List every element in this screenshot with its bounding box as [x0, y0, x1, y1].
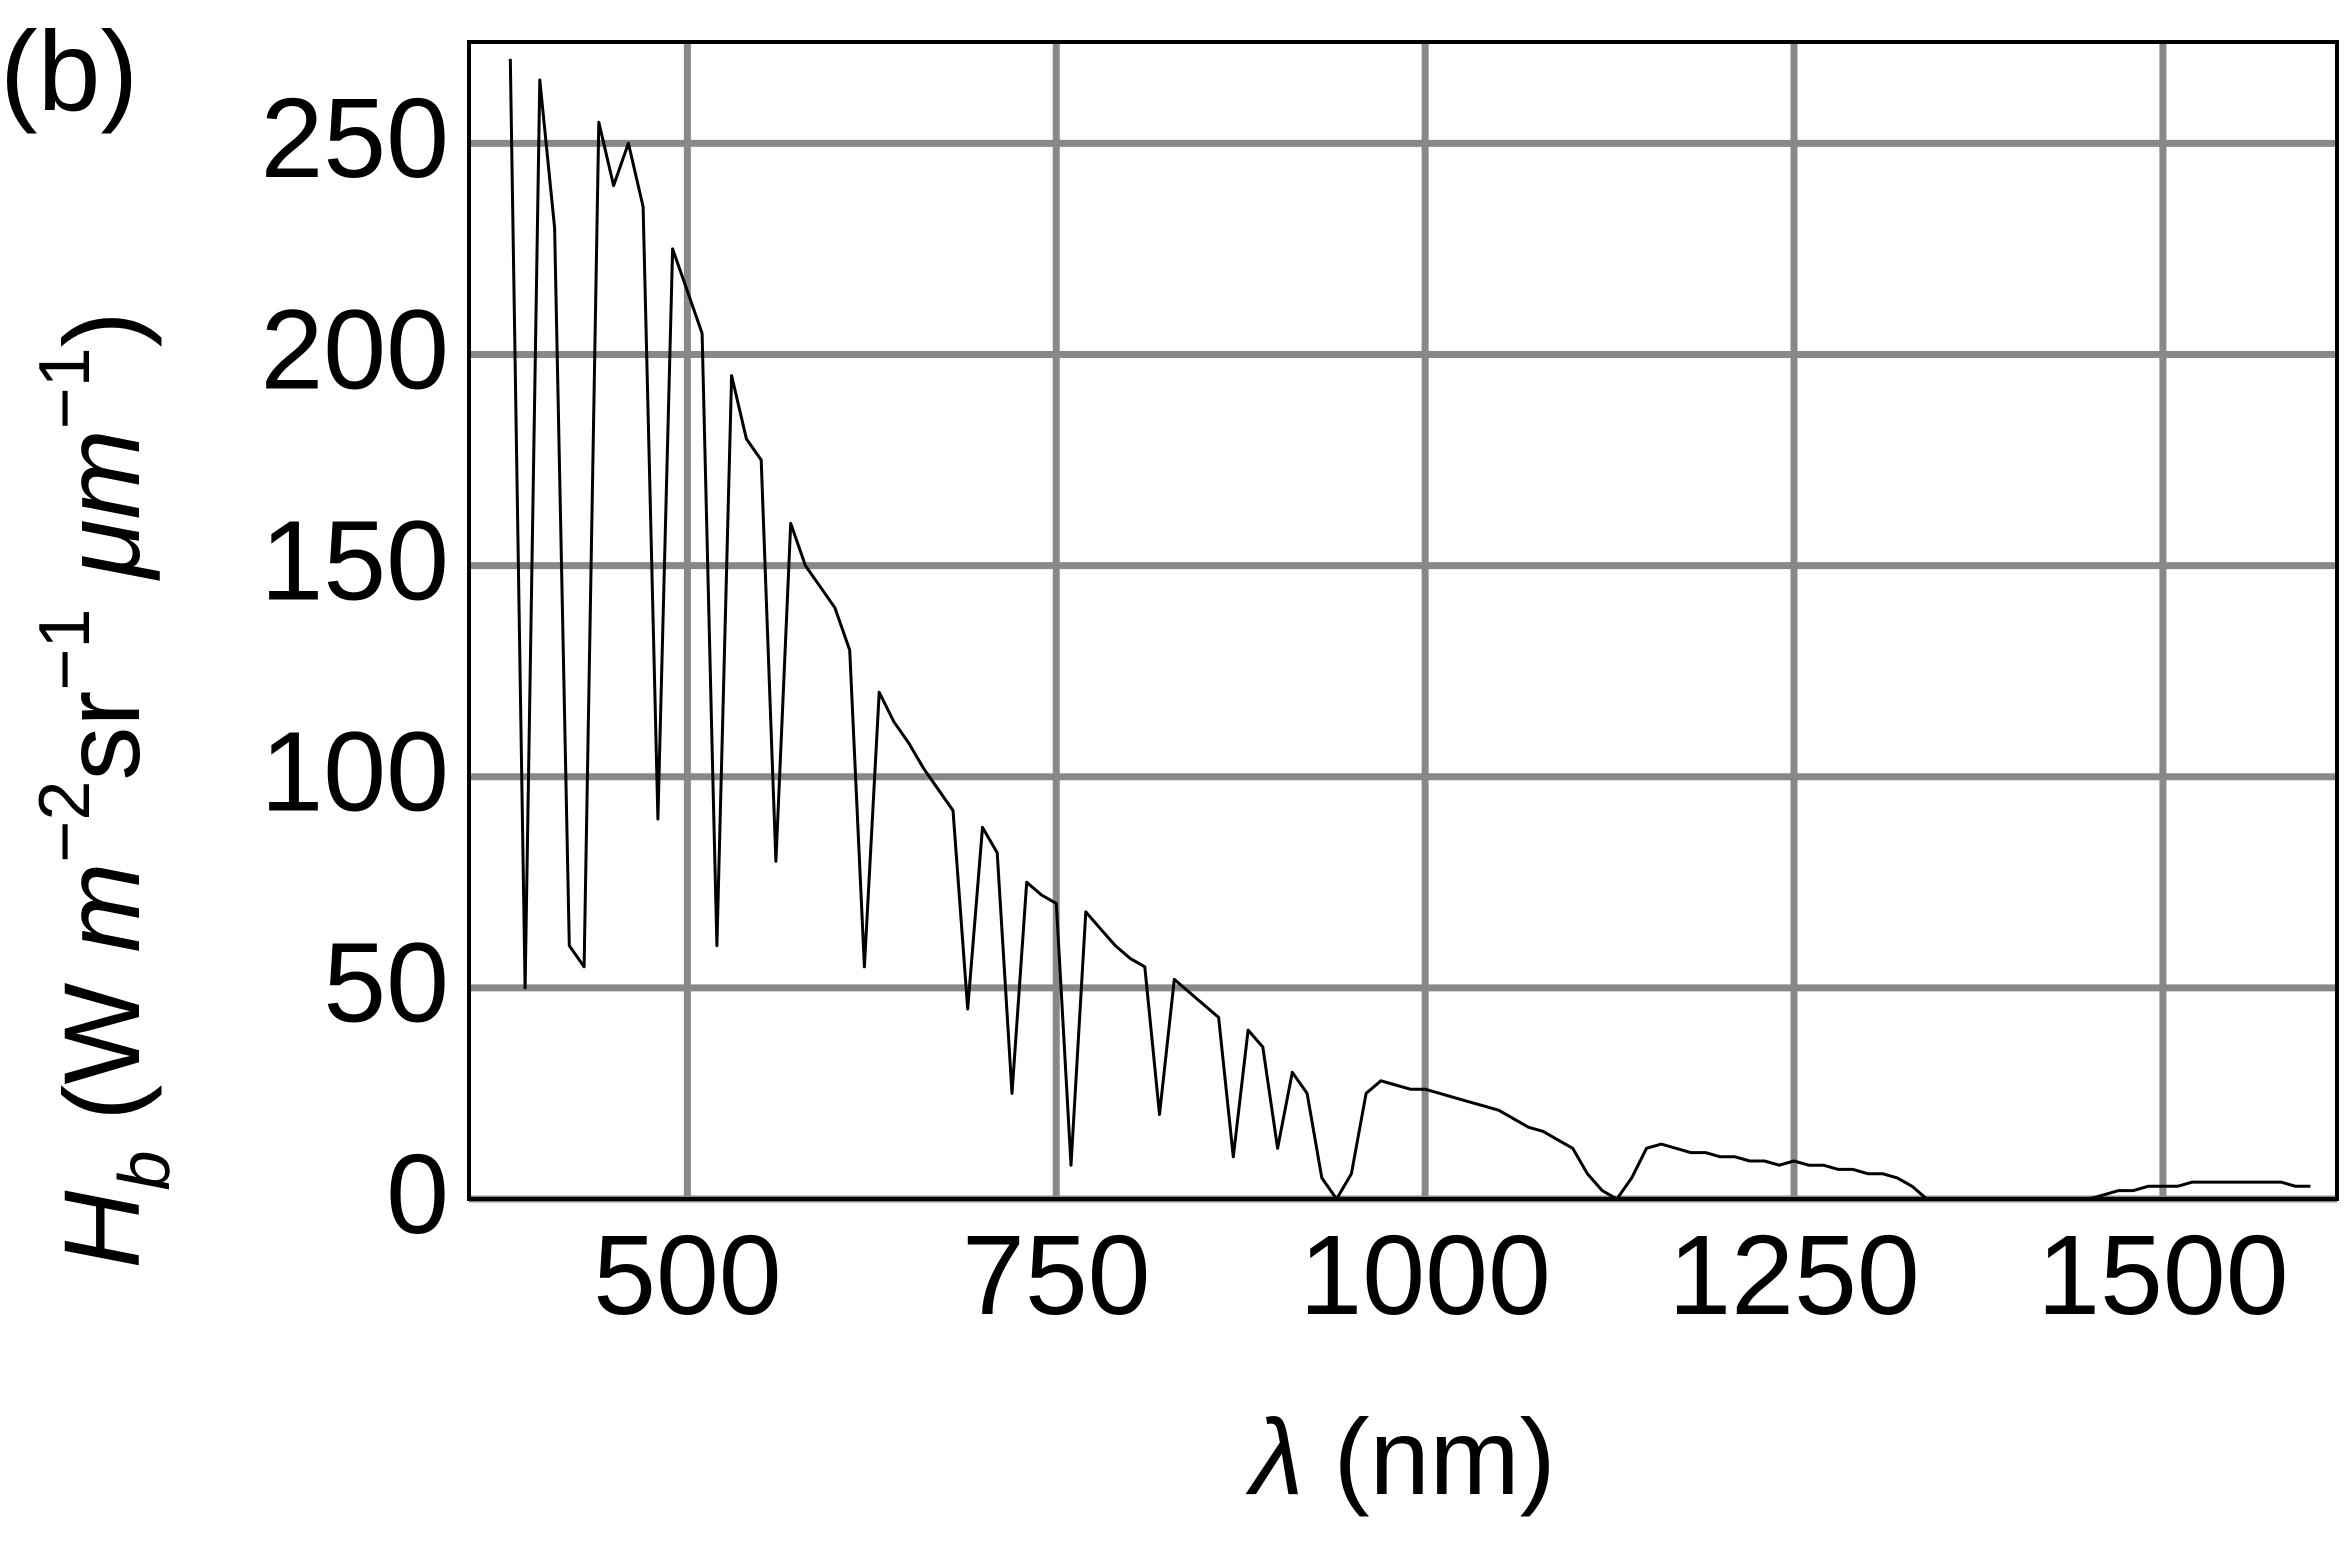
y-label-part: b [105, 1151, 185, 1191]
x-tick-label: 1250 [1668, 1212, 1919, 1338]
y-label-part: −1 [25, 609, 105, 691]
x-label-part: (nm) [1304, 1396, 1556, 1517]
y-label-part: −2 [25, 781, 105, 863]
spectrum-line [508, 58, 2311, 1201]
panel-label: (b) [0, 8, 138, 134]
y-tick-label: 0 [386, 1131, 449, 1257]
y-label-part: sr [41, 691, 162, 781]
plot-background [469, 42, 2337, 1199]
x-tick-label: 750 [962, 1212, 1151, 1338]
x-label-part: λ [1245, 1396, 1303, 1517]
x-tick-label: 500 [593, 1212, 782, 1338]
y-label-part: ) [41, 311, 162, 347]
y-tick-label: 200 [260, 286, 449, 412]
x-tick-label: 1000 [1299, 1212, 1550, 1338]
y-label-part: −1 [25, 347, 105, 429]
y-tick-label: 50 [323, 920, 449, 1046]
y-label-part: H [41, 1190, 162, 1269]
plot-frame [467, 40, 2339, 1201]
y-label-part: μm [41, 429, 162, 608]
y-tick-label: 250 [260, 75, 449, 201]
y-label-part: (W [41, 953, 162, 1151]
y-tick-label: 100 [260, 709, 449, 835]
y-axis-label: Hb (W m−2sr−1 μm−1) [25, 311, 185, 1268]
y-tick-label: 150 [260, 497, 449, 623]
x-tick-label: 1500 [2037, 1212, 2288, 1338]
y-label-part: m [41, 863, 162, 953]
x-axis-label: λ (nm) [1245, 1396, 1555, 1517]
